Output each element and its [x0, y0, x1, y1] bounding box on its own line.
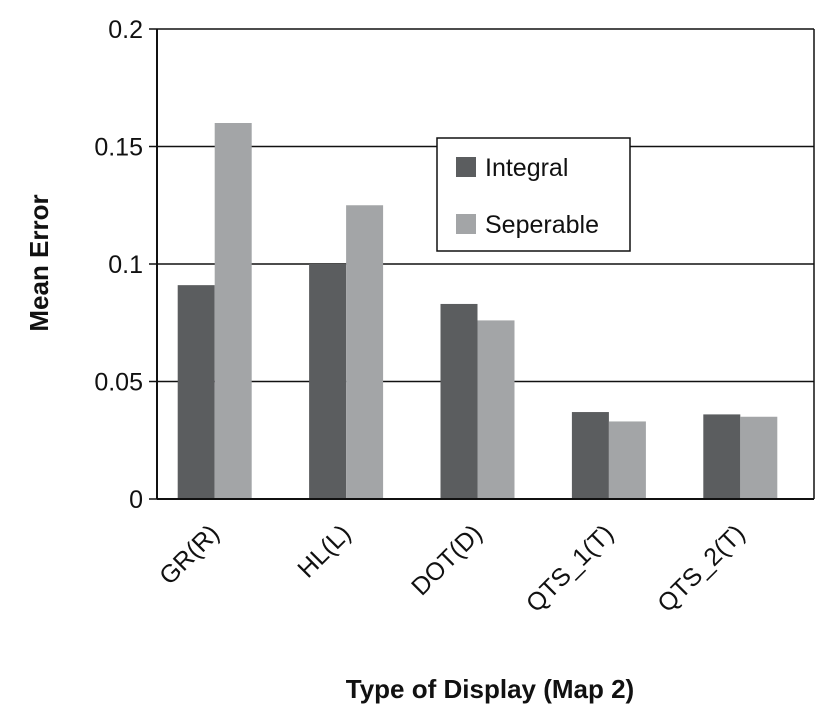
bar-seperable-qts-2-t	[740, 416, 778, 499]
plot-frame	[156, 28, 815, 500]
legend: Integral Seperable	[436, 137, 631, 252]
y-tick-label: 0.15	[94, 134, 143, 162]
x-axis-title: Type of Display (Map 2)	[346, 674, 634, 704]
x-tick-label: QTS_1(T)	[521, 519, 619, 617]
bar-integral-gr-r	[177, 285, 215, 499]
legend-swatch-seperable	[456, 214, 476, 234]
y-tick-labels: 0 0.05 0.1 0.15 0.2	[94, 16, 143, 514]
bar-integral-qts-1-t	[571, 412, 609, 499]
y-tick-label: 0.05	[94, 369, 143, 397]
legend-label-integral: Integral	[485, 154, 568, 182]
x-tick-label: GR(R)	[154, 519, 225, 590]
bar-seperable-dot-d	[477, 320, 515, 499]
bar-integral-dot-d	[440, 303, 478, 499]
y-axis-title: Mean Error	[24, 194, 54, 331]
bar-integral-qts-2-t	[703, 414, 741, 499]
bar-seperable-gr-r	[214, 123, 252, 499]
x-tick-label: QTS_2(T)	[652, 519, 750, 617]
bar-integral-hl-l	[309, 264, 347, 499]
y-tick-label: 0.2	[108, 16, 143, 44]
bar-seperable-hl-l	[346, 205, 384, 499]
x-tick-label: HL(L)	[292, 519, 356, 583]
bar-seperable-qts-1-t	[608, 421, 646, 499]
y-tick-label: 0	[129, 486, 143, 514]
legend-swatch-integral	[456, 157, 476, 177]
legend-label-seperable: Seperable	[485, 211, 599, 239]
x-tick-labels: GR(R) HL(L) DOT(D) QTS_1(T) QTS_2(T)	[154, 519, 750, 617]
bars	[177, 123, 778, 499]
x-tick-label: DOT(D)	[406, 519, 488, 601]
y-tick-label: 0.1	[108, 251, 143, 279]
